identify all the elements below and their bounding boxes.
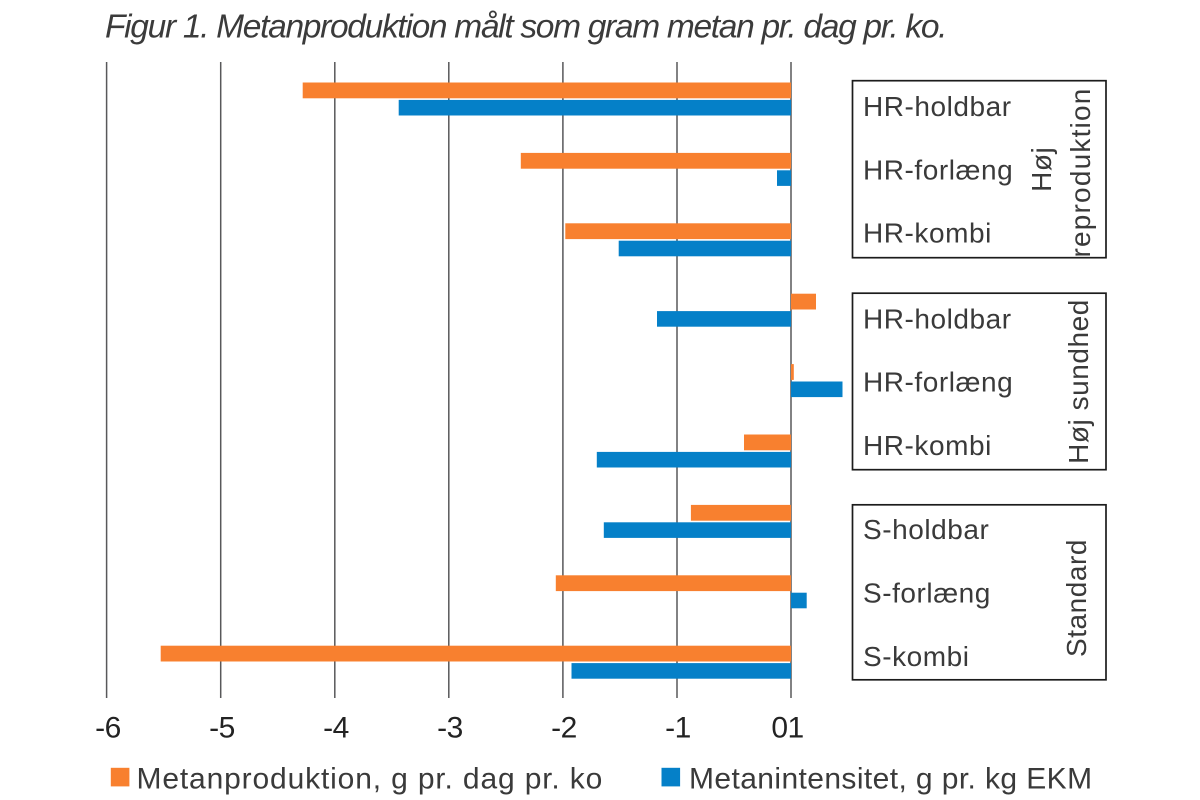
svg-text:HR-holdbar: HR-holdbar (863, 91, 1012, 122)
svg-text:S-kombi: S-kombi (863, 641, 970, 672)
svg-text:Høj: Høj (1026, 147, 1057, 192)
svg-text:-5: -5 (209, 711, 235, 744)
svg-text:-6: -6 (95, 711, 121, 744)
svg-text:HR-kombi: HR-kombi (863, 218, 992, 249)
svg-text:S-forlæng: S-forlæng (863, 578, 991, 609)
svg-text:Figur 1. Metanproduktion målt: Figur 1. Metanproduktion målt som gram m… (105, 9, 946, 46)
svg-text:S-holdbar: S-holdbar (863, 514, 989, 545)
svg-text:01: 01 (771, 711, 803, 744)
svg-text:-4: -4 (323, 711, 349, 744)
svg-text:HR-kombi: HR-kombi (863, 430, 992, 461)
svg-text:Metanintensitet, g pr. kg EKM: Metanintensitet, g pr. kg EKM (689, 762, 1092, 795)
svg-text:Høj sundhed: Høj sundhed (1063, 299, 1094, 464)
svg-text:-1: -1 (665, 711, 691, 744)
svg-text:Standard: Standard (1061, 539, 1092, 657)
svg-text:HR-forlæng: HR-forlæng (863, 367, 1013, 398)
svg-text:HR-holdbar: HR-holdbar (863, 303, 1012, 334)
svg-text:HR-forlæng: HR-forlæng (863, 154, 1013, 185)
svg-text:reproduktion: reproduktion (1065, 87, 1096, 257)
svg-text:Metanproduktion, g pr. dag pr.: Metanproduktion, g pr. dag pr. ko (137, 762, 604, 795)
svg-text:-2: -2 (551, 711, 577, 744)
svg-text:-3: -3 (437, 711, 463, 744)
